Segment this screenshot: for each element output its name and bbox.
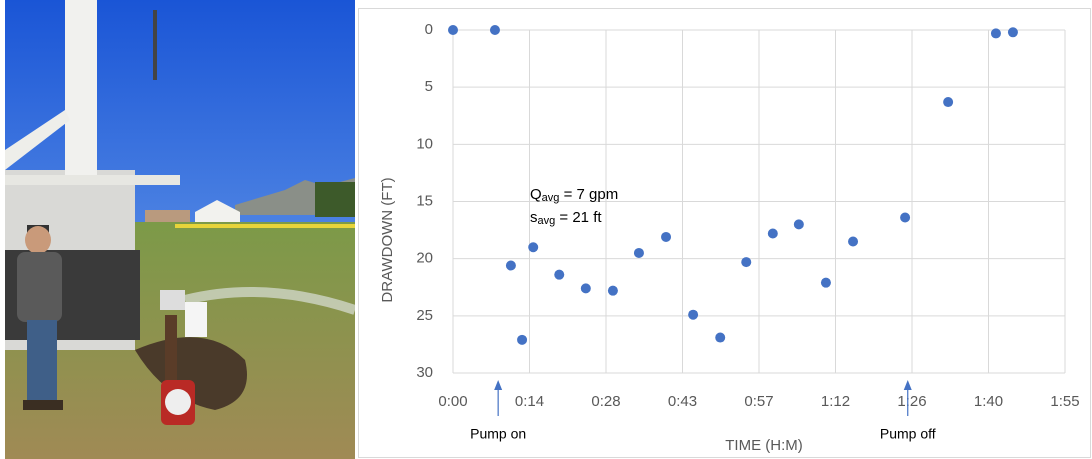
y-tick-label: 20 — [416, 250, 433, 267]
x-tick-label: 1:26 — [897, 393, 926, 410]
data-point — [448, 25, 458, 35]
x-tick-label: 0:28 — [591, 393, 620, 410]
data-point — [688, 309, 699, 320]
data-point — [715, 332, 726, 343]
x-tick-label: 0:14 — [515, 393, 544, 410]
data-point — [528, 242, 539, 253]
data-point — [793, 219, 804, 230]
data-point — [820, 277, 831, 288]
data-point — [489, 25, 500, 35]
data-point — [607, 285, 618, 296]
y-axis-title: DRAWDOWN (FT) — [379, 177, 396, 302]
event-label: Pump on — [470, 426, 526, 442]
y-tick-label: 0 — [425, 21, 433, 38]
annotation-symbol: Q — [530, 186, 542, 203]
x-tick-label: 1:55 — [1050, 393, 1079, 410]
x-tick-label: 0:43 — [668, 393, 697, 410]
data-point — [517, 334, 528, 345]
data-point — [554, 269, 565, 280]
y-tick-label: 15 — [416, 192, 433, 209]
x-tick-label: 0:00 — [438, 393, 467, 410]
x-tick-label: 1:40 — [974, 393, 1003, 410]
x-tick-label: 0:57 — [744, 393, 773, 410]
data-point — [900, 212, 911, 223]
y-tick-label: 10 — [416, 135, 433, 152]
data-point — [580, 283, 591, 294]
data-point — [633, 247, 644, 258]
data-point — [848, 236, 859, 247]
annotation: savg = 21 ft — [530, 209, 602, 227]
data-point — [741, 257, 752, 268]
data-point — [661, 231, 672, 242]
annotation-symbol: s — [530, 209, 538, 226]
event-label: Pump off — [880, 426, 936, 442]
chart-frame — [358, 8, 1091, 458]
x-axis-title: TIME (H:M) — [725, 437, 802, 454]
y-tick-label: 30 — [416, 364, 433, 381]
event-arrowhead — [494, 380, 503, 390]
x-tick-label: 1:12 — [821, 393, 850, 410]
annotation-subscript: avg — [542, 192, 560, 204]
annotation-text: = 7 gpm — [559, 186, 618, 203]
data-point — [943, 97, 954, 108]
annotation: Qavg = 7 gpm — [530, 186, 618, 204]
data-point — [1007, 27, 1018, 38]
y-tick-label: 25 — [416, 307, 433, 324]
annotation-subscript: avg — [538, 215, 556, 227]
y-tick-label: 5 — [425, 78, 433, 95]
event-arrowhead — [903, 380, 912, 390]
site-photo — [5, 0, 355, 459]
chart: DRAWDOWN (FT) TIME (H:M) 0 5 10 15 20 25 30 0:0… — [358, 8, 1091, 458]
data-point — [767, 228, 778, 239]
data-point — [990, 28, 1001, 39]
data-point — [505, 260, 516, 271]
annotation-text: = 21 ft — [555, 209, 602, 226]
